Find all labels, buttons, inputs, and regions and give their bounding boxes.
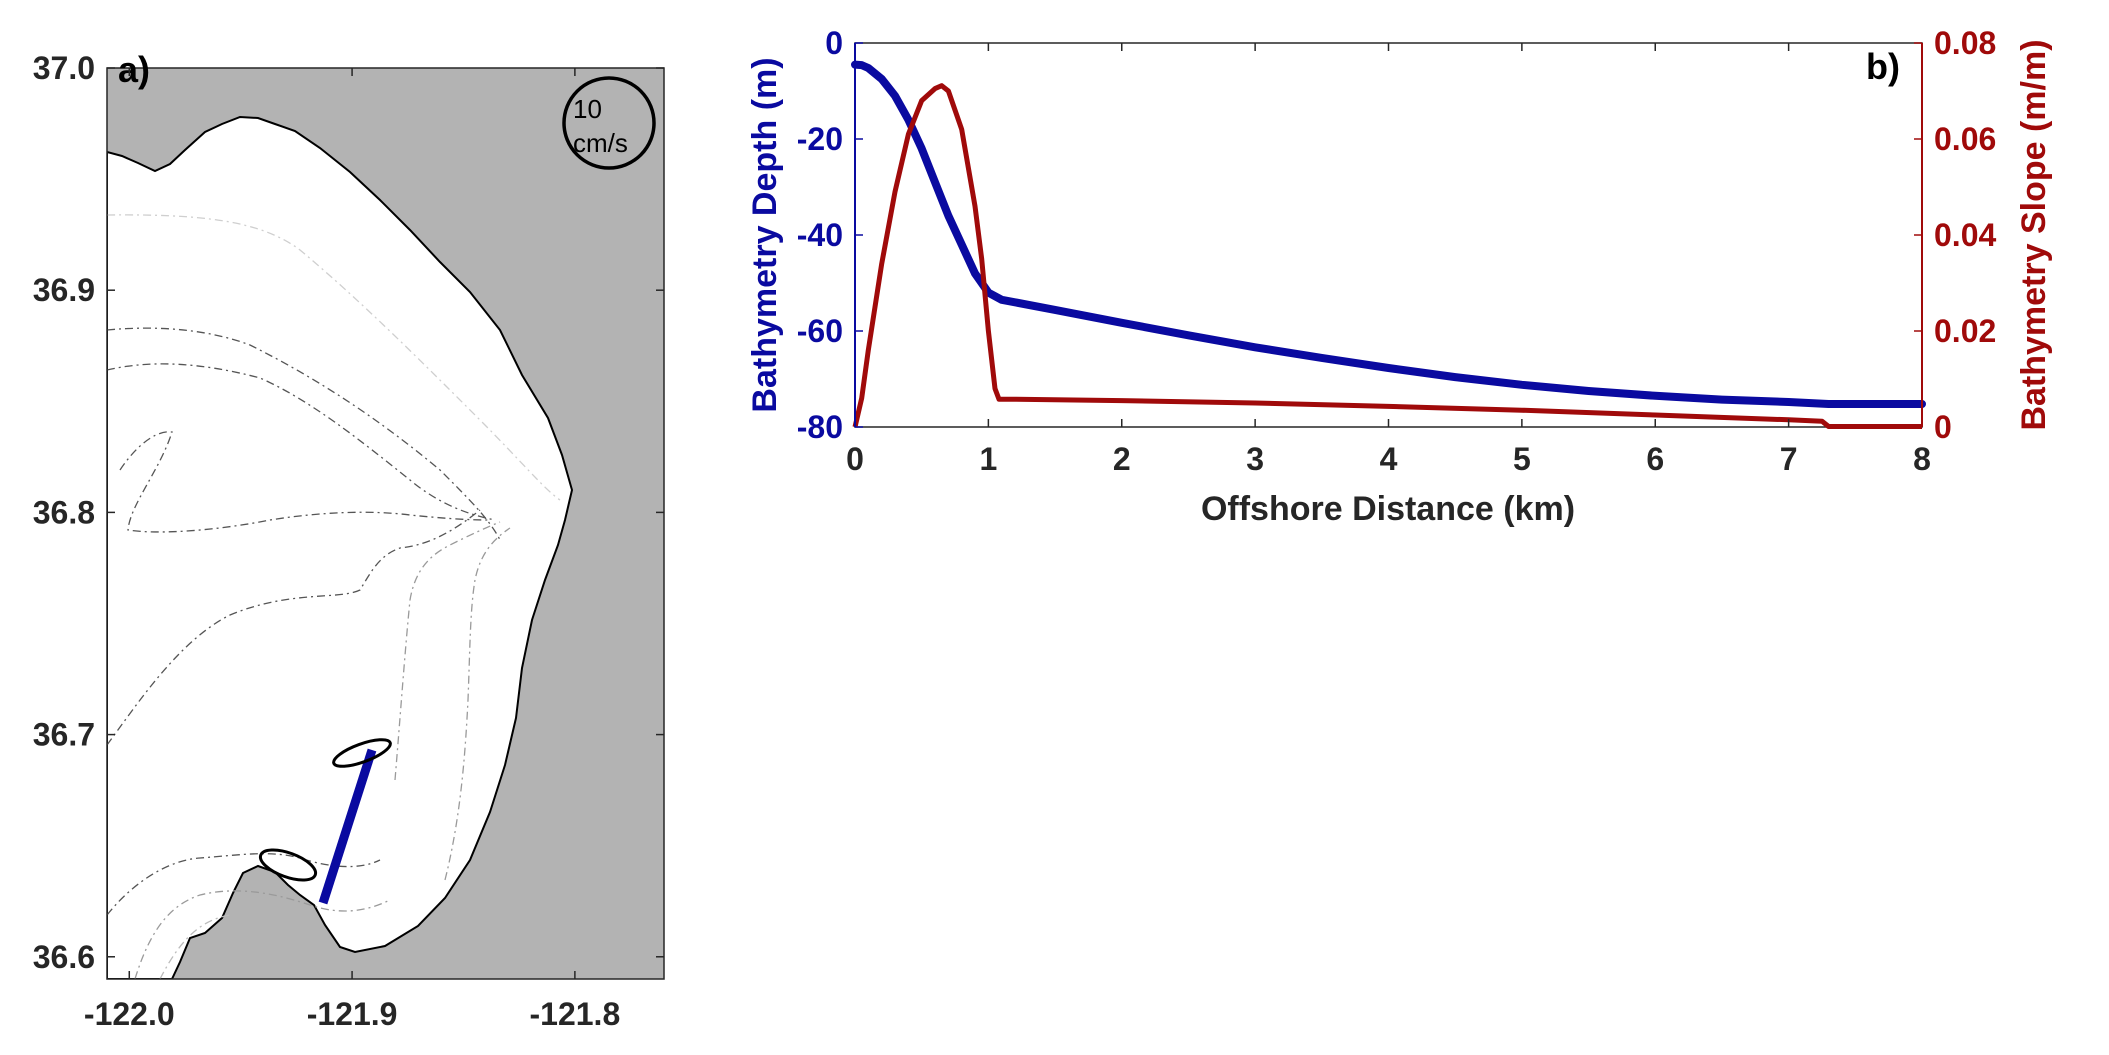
- contour-line: [107, 853, 381, 916]
- profile-y-right-tick-label: 0.08: [1934, 25, 1996, 61]
- panel-label-a: a): [118, 49, 150, 90]
- map-y-tick-label: 37.0: [33, 50, 95, 86]
- bathymetry-depth-line: [851, 60, 1926, 408]
- y-axis-label-right: Bathymetry Slope (m/m): [2015, 39, 2053, 430]
- profile-y-right-tick-label: 0.04: [1934, 217, 1996, 253]
- contour-line: [107, 509, 481, 746]
- contour-line: [444, 527, 511, 881]
- profile-x-tick-label: 8: [1913, 441, 1931, 477]
- profile-x-tick-label: 1: [979, 441, 997, 477]
- profile-x-tick-label: 7: [1780, 441, 1798, 477]
- tidal-ellipse-north: [332, 738, 392, 768]
- map-x-tick-label: -121.9: [307, 996, 398, 1032]
- profile-y-left-tick-label: 0: [825, 25, 843, 61]
- profile-x-tick-label: 4: [1380, 441, 1398, 477]
- map-y-tick-label: 36.6: [33, 939, 95, 975]
- tidal-ellipse-south: [258, 848, 318, 882]
- contour-line: [119, 431, 491, 533]
- y-axis-label-left: Bathymetry Depth (m): [746, 57, 784, 412]
- panel-label-b: b): [1866, 46, 1900, 87]
- map-x-tick-label: -122.0: [84, 996, 175, 1032]
- profile-y-left-tick-label: -60: [797, 313, 843, 349]
- profile-y-left-tick-label: -20: [797, 121, 843, 157]
- map-y-tick-label: 36.8: [33, 494, 95, 530]
- contour-line: [134, 890, 391, 979]
- profile-y-right-tick-label: 0.06: [1934, 121, 1996, 157]
- contour-line: [107, 214, 561, 501]
- contour-line: [159, 914, 231, 979]
- x-axis-label: Offshore Distance (km): [1201, 490, 1575, 528]
- map-ticks: -122.0 -121.9 -121.8 36.6 36.7 36.8 36.9 37.0: [33, 50, 664, 1032]
- profile-y-left-tick-label: -40: [797, 217, 843, 253]
- velocity-scale-circle: [562, 76, 656, 170]
- contour-line: [107, 363, 496, 521]
- profile-x-tick-label: 5: [1513, 441, 1531, 477]
- scale-circle-label-1: 10: [573, 94, 602, 124]
- map-x-tick-label: -121.8: [530, 996, 621, 1032]
- map-axes-box: [106, 67, 665, 980]
- profile-x-tick-label: 6: [1646, 441, 1664, 477]
- contour-line: [107, 327, 501, 541]
- contour-line: [394, 521, 501, 781]
- scale-circle-label-2: cm/s: [573, 128, 628, 158]
- profile-ticks: 0 1 2 3 4 5 6 7 80-20-40-60-80 00.020.040.060.08: [797, 25, 1997, 477]
- profile-y-right-tick-label: 0.02: [1934, 313, 1996, 349]
- profile-x-tick-label: 3: [1246, 441, 1264, 477]
- profile-panel: 0 1 2 3 4 5 6 7 80-20-40-60-80 00.020.040.060.08 …: [746, 25, 2053, 528]
- map-panel: 10 cm/s a) -122.0 -121.9 -121.8 36.6 36.7 36.…: [33, 49, 665, 1032]
- profile-x-tick-label: 2: [1113, 441, 1131, 477]
- map-y-tick-label: 36.7: [33, 717, 95, 753]
- map-y-tick-label: 36.9: [33, 272, 95, 308]
- profile-y-left-tick-label: -80: [797, 409, 843, 445]
- map-ocean-area: [107, 115, 574, 979]
- bathymetry-slope-line: [852, 83, 1922, 429]
- bathymetry-contours: [107, 214, 561, 979]
- cross-shore-transect: [318, 748, 377, 905]
- profile-x-tick-label: 0: [846, 441, 864, 477]
- profile-y-right-tick-label: 0: [1934, 409, 1952, 445]
